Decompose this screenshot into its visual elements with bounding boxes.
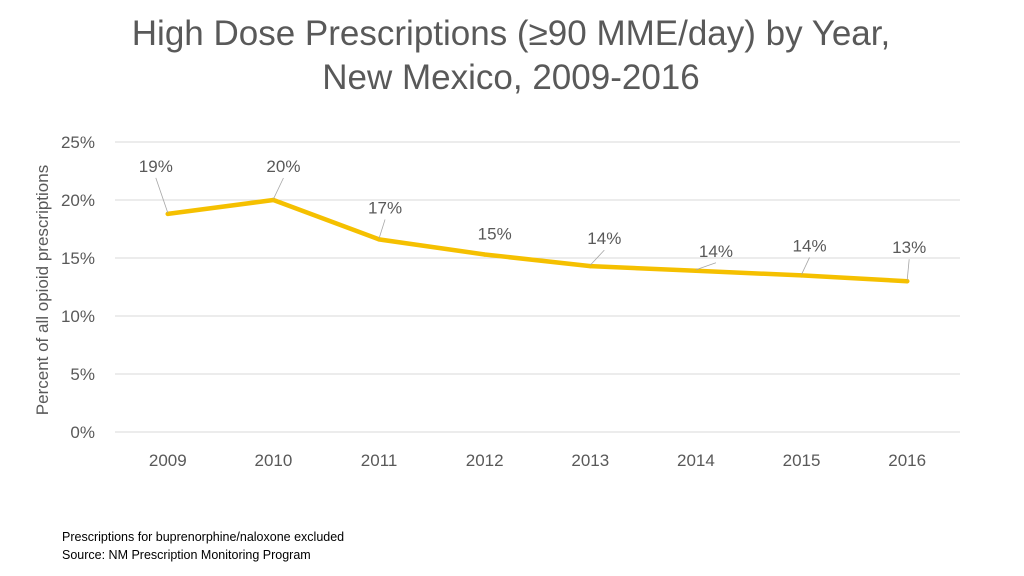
data-labels: 19% 20% 17% 15% 14% 14% 14% 13%: [139, 157, 926, 261]
y-tick-label: 10%: [61, 307, 95, 326]
data-label-leader: [695, 262, 717, 271]
data-label: 14%: [793, 236, 827, 255]
y-axis-ticks: 0% 5% 10% 15% 20% 25%: [61, 133, 95, 442]
x-tick-label: 2016: [888, 451, 926, 470]
x-tick-label: 2015: [783, 451, 821, 470]
data-label: 17%: [368, 198, 402, 217]
x-tick-label: 2014: [677, 451, 715, 470]
y-tick-label: 0%: [70, 423, 95, 442]
chart-title-line-2: New Mexico, 2009-2016: [322, 58, 700, 97]
y-tick-label: 15%: [61, 249, 95, 268]
data-label-leader: [801, 257, 810, 275]
data-point: [271, 197, 276, 203]
data-point: [588, 263, 593, 269]
x-axis-ticks: 2009 2010 2011 2012 2013 2014 2015 2016: [149, 451, 926, 470]
data-label: 13%: [892, 238, 926, 257]
data-label-leader: [378, 219, 386, 239]
data-label-leader: [273, 177, 284, 200]
x-tick-label: 2013: [571, 451, 609, 470]
x-tick-label: 2009: [149, 451, 187, 470]
data-point: [904, 279, 910, 284]
data-label-leader: [155, 177, 169, 214]
data-label: 14%: [699, 242, 733, 261]
data-point: [482, 252, 487, 257]
data-label: 20%: [266, 157, 300, 176]
y-tick-label: 5%: [70, 365, 95, 384]
y-tick-label: 25%: [61, 133, 95, 152]
data-label-leaders: [155, 177, 910, 281]
footnote-exclusion: Prescriptions for buprenorphine/naloxone…: [62, 530, 345, 544]
y-axis-label: Percent of all opioid prescriptions: [33, 165, 52, 415]
data-label-leader: [906, 259, 910, 281]
data-point: [165, 211, 171, 217]
data-label: 15%: [478, 225, 512, 244]
data-label: 19%: [139, 157, 173, 176]
data-point: [376, 237, 382, 242]
series: [165, 197, 910, 284]
series-line: [165, 197, 910, 284]
data-label: 14%: [587, 229, 621, 248]
x-tick-label: 2012: [466, 451, 504, 470]
footnote-source: Source: NM Prescription Monitoring Progr…: [62, 548, 311, 562]
x-tick-label: 2010: [255, 451, 293, 470]
gridlines: [115, 141, 960, 433]
chart-title-line-1: High Dose Prescriptions (≥90 MME/day) by…: [131, 14, 891, 53]
x-tick-label: 2011: [361, 451, 398, 470]
data-point: [799, 273, 804, 278]
data-label-leader: [590, 249, 605, 266]
y-tick-label: 20%: [61, 191, 95, 210]
